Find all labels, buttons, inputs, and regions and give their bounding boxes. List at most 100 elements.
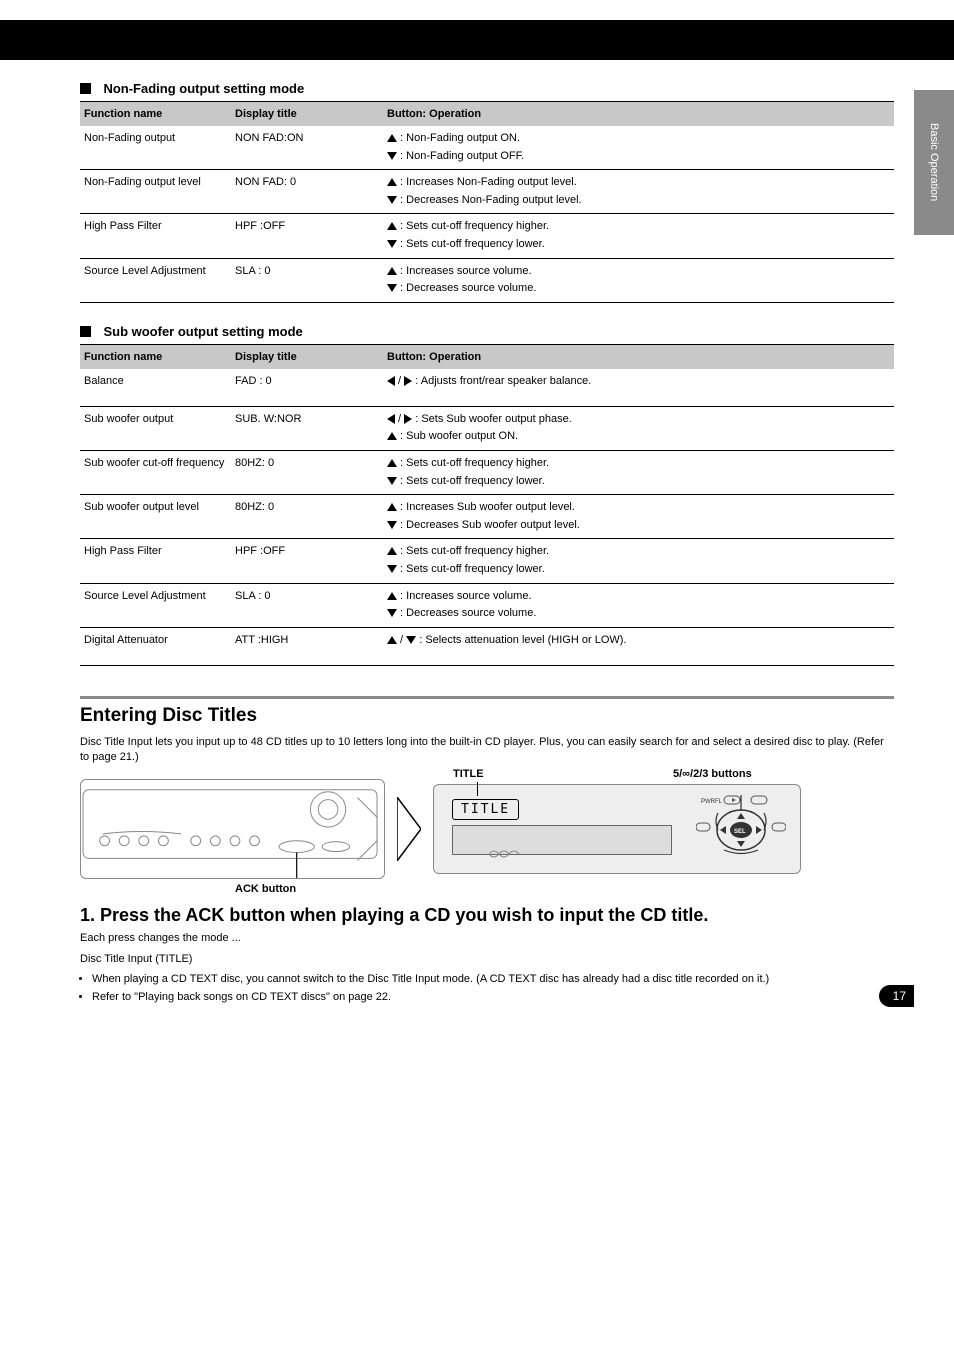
section-title: Sub woofer output setting mode <box>103 324 302 339</box>
svg-text:SEL: SEL <box>734 829 746 835</box>
cell-display-title: FAD : 0 <box>235 373 385 387</box>
section-title: Non-Fading output setting mode <box>103 81 304 96</box>
table-row: Sub woofer output level 80HZ: 0 : Increa… <box>80 495 894 539</box>
cell-operation: / : Sets Sub woofer output phase. : Sub … <box>385 411 894 446</box>
col-function-name: Function name <box>80 351 235 363</box>
up-arrow-icon <box>387 459 397 467</box>
cell-display-title: ATT :HIGH <box>235 632 385 646</box>
cell-operation: : Increases Sub woofer output level. : D… <box>385 499 894 534</box>
pwrfl-label: PWRFL <box>701 799 723 805</box>
cell-display-title: HPF :OFF <box>235 218 385 232</box>
right-arrow-icon <box>404 376 412 386</box>
table-row: Balance FAD : 0 / : Adjusts front/rear s… <box>80 369 894 407</box>
step-note: Disc Title Input (TITLE) <box>80 951 894 968</box>
callout-line <box>477 782 478 796</box>
table-row: Digital Attenuator ATT :HIGH / : Selects… <box>80 628 894 666</box>
cell-operation: : Sets cut-off frequency higher. : Sets … <box>385 218 894 253</box>
cell-display-title: 80HZ: 0 <box>235 455 385 469</box>
cell-function-name: Sub woofer cut-off frequency <box>80 455 235 469</box>
table-row: Sub woofer output SUB. W:NOR / : Sets Su… <box>80 407 894 451</box>
cell-function-name: High Pass Filter <box>80 218 235 232</box>
left-arrow-icon <box>387 376 395 386</box>
cell-function-name: Balance <box>80 373 235 387</box>
col-display-title: Display title <box>235 351 385 363</box>
up-arrow-icon <box>387 134 397 142</box>
cell-display-title: 80HZ: 0 <box>235 499 385 513</box>
up-arrow-icon <box>387 636 397 644</box>
figure-inset: TITLE PWRFL <box>433 784 801 874</box>
square-marker-icon <box>80 83 91 94</box>
intro-paragraph: Disc Title Input lets you input up to 48… <box>80 735 894 766</box>
up-arrow-icon <box>387 547 397 555</box>
cell-function-name: Sub woofer output level <box>80 499 235 513</box>
cell-operation: : Sets cut-off frequency higher. : Sets … <box>385 543 894 578</box>
up-arrow-icon <box>387 432 397 440</box>
cell-display-title: SUB. W:NOR <box>235 411 385 425</box>
down-arrow-icon <box>387 609 397 617</box>
down-arrow-icon <box>406 636 416 644</box>
dpad-cluster: PWRFL SEL <box>696 795 786 870</box>
cell-operation: : Non-Fading output ON. : Non-Fading out… <box>385 130 894 165</box>
down-arrow-icon <box>387 152 397 160</box>
page-number: 17 <box>879 985 914 1007</box>
big-arrow-icon <box>397 797 421 861</box>
cell-display-title: NON FAD: 0 <box>235 174 385 188</box>
up-arrow-icon <box>387 178 397 186</box>
cell-display-title: HPF :OFF <box>235 543 385 557</box>
left-arrow-icon <box>387 414 395 424</box>
bullet-item: When playing a CD TEXT disc, you cannot … <box>92 971 894 989</box>
lcd-title-label: TITLE <box>452 799 519 820</box>
figure-row: ACK button TITLE <box>80 779 894 879</box>
cell-operation: / : Selects attenuation level (HIGH or L… <box>385 632 894 650</box>
callout-dpad-buttons: 5/∞/2/3 buttons <box>673 768 752 780</box>
step-note: Each press changes the mode ... <box>80 930 894 947</box>
down-arrow-icon <box>387 240 397 248</box>
bullet-item: Refer to "Playing back songs on CD TEXT … <box>92 989 894 1007</box>
col-function-name: Function name <box>80 108 235 120</box>
cell-function-name: Non-Fading output level <box>80 174 235 188</box>
cell-display-title: SLA : 0 <box>235 588 385 602</box>
side-tab: Basic Operation <box>914 90 954 235</box>
col-operation: Button: Operation <box>385 351 894 363</box>
cell-function-name: Source Level Adjustment <box>80 263 235 277</box>
section-sub-woofer: Sub woofer output setting mode <box>80 323 894 345</box>
right-arrow-icon <box>404 414 412 424</box>
table-row: Non-Fading output level NON FAD: 0 : Inc… <box>80 170 894 214</box>
up-arrow-icon <box>387 503 397 511</box>
down-arrow-icon <box>387 521 397 529</box>
main-heading: Entering Disc Titles <box>80 705 894 727</box>
cell-function-name: Source Level Adjustment <box>80 588 235 602</box>
cell-operation: : Increases source volume. : Decreases s… <box>385 588 894 623</box>
cell-function-name: High Pass Filter <box>80 543 235 557</box>
figure-main-unit <box>80 779 385 879</box>
cell-operation: / : Adjusts front/rear speaker balance. <box>385 373 894 391</box>
section-non-fading: Non-Fading output setting mode <box>80 80 894 102</box>
table-header: Function name Display title Button: Oper… <box>80 102 894 126</box>
cell-display-title: NON FAD:ON <box>235 130 385 144</box>
table-row: Sub woofer cut-off frequency 80HZ: 0 : S… <box>80 451 894 495</box>
up-arrow-icon <box>387 592 397 600</box>
callout-title-btn: TITLE <box>453 768 484 780</box>
table-row: Source Level Adjustment SLA : 0 : Increa… <box>80 584 894 628</box>
up-arrow-icon <box>387 222 397 230</box>
cell-function-name: Digital Attenuator <box>80 632 235 646</box>
cell-operation: : Increases Non-Fading output level. : D… <box>385 174 894 209</box>
cell-function-name: Non-Fading output <box>80 130 235 144</box>
cell-operation: : Sets cut-off frequency higher. : Sets … <box>385 455 894 490</box>
table-row: Source Level Adjustment SLA : 0 : Increa… <box>80 259 894 303</box>
table-row: High Pass Filter HPF :OFF : Sets cut-off… <box>80 539 894 583</box>
cell-function-name: Sub woofer output <box>80 411 235 425</box>
step-heading: 1. Press the ACK button when playing a C… <box>80 905 894 926</box>
callout-ack-button: ACK button <box>235 883 296 895</box>
chapter-black-bar <box>0 20 954 60</box>
brightness-icon <box>484 846 524 867</box>
down-arrow-icon <box>387 196 397 204</box>
table-row: Non-Fading output NON FAD:ON : Non-Fadin… <box>80 126 894 170</box>
page-container: Basic Operation Non-Fading output settin… <box>0 0 954 1027</box>
down-arrow-icon <box>387 477 397 485</box>
step-bullets: When playing a CD TEXT disc, you cannot … <box>80 971 894 1006</box>
down-arrow-icon <box>387 284 397 292</box>
up-arrow-icon <box>387 267 397 275</box>
cell-display-title: SLA : 0 <box>235 263 385 277</box>
col-operation: Button: Operation <box>385 108 894 120</box>
